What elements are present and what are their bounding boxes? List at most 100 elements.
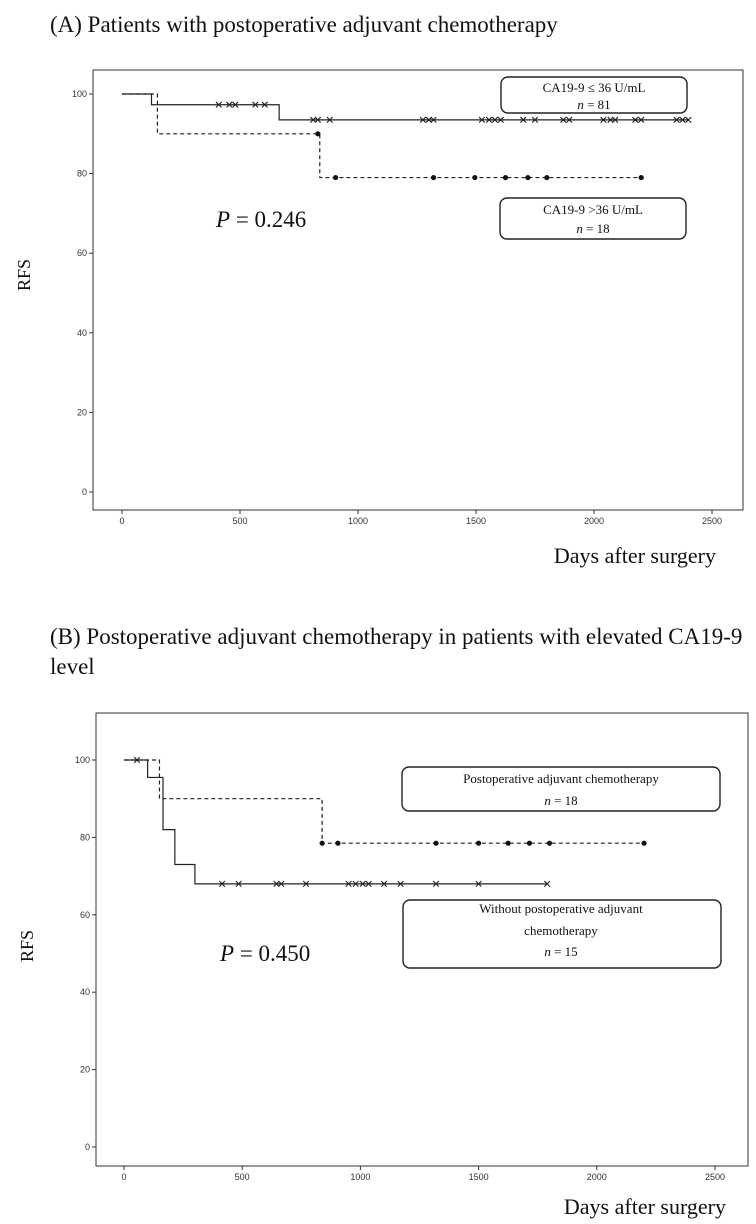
censor-cross-stroke	[419, 116, 427, 124]
censor-cross	[432, 880, 440, 888]
censor-cross-stroke	[638, 116, 645, 124]
legend-box	[499, 197, 687, 240]
legend-text: Without postoperative adjuvant	[479, 901, 643, 916]
km-curve-b-2	[124, 759, 548, 885]
x-tick-label: 0	[121, 1172, 126, 1182]
x-tick-label: 2500	[702, 516, 722, 526]
x-tick-label: 2000	[587, 1172, 607, 1182]
censor-cross	[425, 116, 432, 124]
censor-cross	[607, 116, 614, 124]
censor-cross	[133, 756, 141, 764]
censor-cross-stroke	[607, 116, 614, 124]
censor-cross	[273, 880, 280, 888]
censor-cross-stroke	[218, 880, 226, 888]
x-tick-label: 1000	[348, 516, 368, 526]
censor-cross-stroke	[475, 880, 482, 888]
censor-cross	[478, 116, 486, 124]
y-axis-label: RFS	[17, 930, 37, 962]
y-tick-label: 100	[72, 89, 87, 99]
censor-dot	[502, 174, 509, 181]
legend-box	[402, 899, 722, 969]
x-tick-label: 1500	[469, 1172, 489, 1182]
censor-cross	[520, 116, 527, 124]
censor-cross-stroke	[133, 756, 141, 764]
censor-cross-stroke	[685, 116, 692, 124]
panel-a-title: (A) Patients with postoperative adjuvant…	[50, 12, 558, 37]
censor-cross-stroke	[273, 880, 280, 888]
km-curve-a-2	[122, 93, 642, 179]
legend-text: chemotherapy	[524, 923, 598, 938]
censor-cross-stroke	[632, 116, 639, 124]
x-tick-label: 500	[235, 1172, 250, 1182]
censor-cross	[531, 116, 539, 124]
censor-cross-stroke	[278, 880, 285, 888]
censor-cross	[326, 116, 333, 124]
censor-cross-stroke	[520, 116, 527, 124]
censor-cross	[226, 101, 233, 108]
legend-text: n = 18	[544, 793, 577, 808]
x-tick-label: 500	[232, 516, 247, 526]
censor-cross	[252, 101, 259, 108]
censor-cross	[612, 116, 619, 124]
censor-cross	[352, 880, 359, 888]
censor-cross	[673, 116, 680, 124]
p-value-label: P = 0.450	[219, 941, 310, 966]
p-value-label: P = 0.246	[215, 207, 306, 232]
x-tick-label: 1000	[350, 1172, 370, 1182]
censor-cross-stroke	[600, 116, 607, 124]
censor-cross-stroke	[226, 101, 233, 108]
censor-cross	[397, 880, 404, 888]
censor-dot	[332, 174, 339, 181]
y-tick-label: 100	[75, 755, 90, 765]
censor-dot	[335, 840, 341, 846]
censor-cross-stroke	[566, 116, 573, 124]
y-tick-label: 80	[80, 832, 90, 842]
plot-frame-a	[92, 69, 744, 511]
censor-cross-stroke	[679, 116, 686, 124]
censor-dot	[641, 840, 647, 846]
censor-cross	[419, 116, 427, 124]
censor-cross-stroke	[314, 116, 322, 124]
censor-cross	[232, 101, 239, 108]
censor-cross	[566, 116, 573, 124]
censor-cross	[314, 116, 322, 124]
censor-cross-stroke	[543, 880, 551, 888]
censor-cross	[345, 880, 352, 888]
censor-cross-stroke	[302, 880, 310, 888]
x-axis-label: Days after surgery	[564, 1194, 726, 1219]
censor-cross-stroke	[478, 116, 486, 124]
y-tick-label: 0	[82, 487, 87, 497]
censor-dot	[638, 174, 644, 181]
censor-cross-stroke	[215, 101, 222, 108]
censor-cross	[302, 880, 310, 888]
censor-cross	[497, 116, 504, 124]
censor-cross-stroke	[430, 116, 437, 124]
censor-dot	[315, 131, 321, 137]
y-tick-label: 20	[80, 1065, 90, 1075]
x-tick-label: 0	[119, 516, 124, 526]
censor-cross-stroke	[380, 880, 388, 888]
censor-cross	[309, 116, 317, 124]
censor-cross-stroke	[485, 116, 493, 124]
censor-cross-stroke	[612, 116, 619, 124]
censor-cross-stroke	[345, 880, 352, 888]
legend-text: CA19-9 ≤ 36 U/mL	[543, 80, 646, 95]
censor-cross	[365, 880, 372, 888]
legend-text: n = 15	[544, 944, 577, 959]
censor-cross-stroke	[235, 880, 242, 888]
censor-cross	[278, 880, 285, 888]
censor-dot	[525, 174, 531, 181]
censor-dot	[546, 840, 553, 846]
censor-cross-stroke	[352, 880, 359, 888]
censor-cross	[485, 116, 493, 124]
x-axis-label: Days after surgery	[554, 543, 716, 568]
censor-dot	[430, 174, 437, 181]
censor-cross	[638, 116, 645, 124]
censor-cross	[261, 101, 268, 108]
censor-cross-stroke	[326, 116, 333, 124]
legend-text: CA19-9 >36 U/mL	[543, 202, 643, 217]
censor-cross-stroke	[365, 880, 372, 888]
